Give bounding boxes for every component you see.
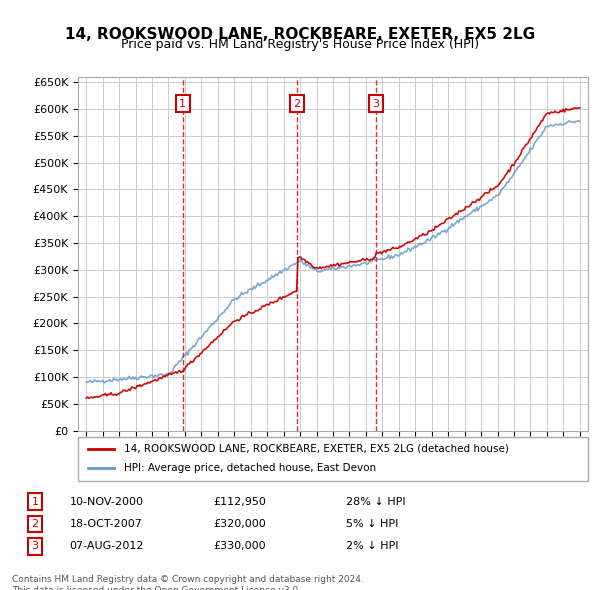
- Text: 3: 3: [32, 542, 38, 552]
- Text: 5% ↓ HPI: 5% ↓ HPI: [346, 519, 398, 529]
- Text: £112,950: £112,950: [214, 497, 266, 507]
- Text: 3: 3: [372, 99, 379, 109]
- Text: 1: 1: [32, 497, 38, 507]
- FancyBboxPatch shape: [78, 437, 588, 481]
- Text: 28% ↓ HPI: 28% ↓ HPI: [346, 497, 406, 507]
- Text: 2: 2: [31, 519, 38, 529]
- Text: £320,000: £320,000: [214, 519, 266, 529]
- Text: 2% ↓ HPI: 2% ↓ HPI: [346, 542, 398, 552]
- Text: 14, ROOKSWOOD LANE, ROCKBEARE, EXETER, EX5 2LG: 14, ROOKSWOOD LANE, ROCKBEARE, EXETER, E…: [65, 27, 535, 41]
- Text: 1: 1: [179, 99, 186, 109]
- Text: 10-NOV-2000: 10-NOV-2000: [70, 497, 143, 507]
- Text: 07-AUG-2012: 07-AUG-2012: [70, 542, 144, 552]
- Text: Contains HM Land Registry data © Crown copyright and database right 2024.
This d: Contains HM Land Registry data © Crown c…: [12, 575, 364, 590]
- Text: 14, ROOKSWOOD LANE, ROCKBEARE, EXETER, EX5 2LG (detached house): 14, ROOKSWOOD LANE, ROCKBEARE, EXETER, E…: [124, 444, 509, 454]
- Text: 18-OCT-2007: 18-OCT-2007: [70, 519, 142, 529]
- Text: 2: 2: [293, 99, 301, 109]
- Text: £330,000: £330,000: [214, 542, 266, 552]
- Text: Price paid vs. HM Land Registry's House Price Index (HPI): Price paid vs. HM Land Registry's House …: [121, 38, 479, 51]
- Text: HPI: Average price, detached house, East Devon: HPI: Average price, detached house, East…: [124, 464, 376, 473]
